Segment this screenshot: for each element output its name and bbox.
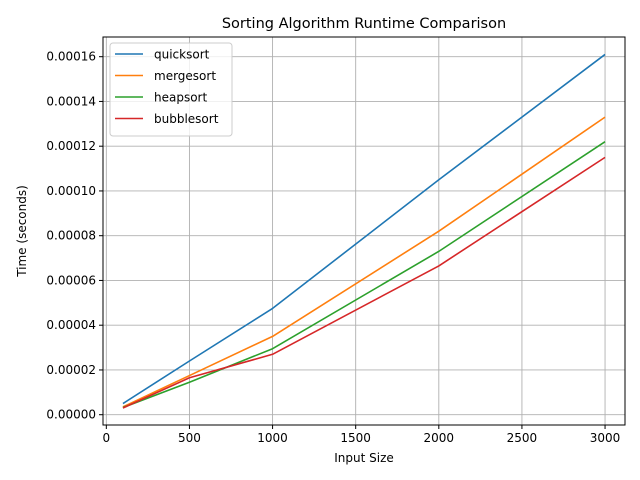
y-tick-label: 0.00004 (46, 318, 96, 332)
series-lines (122, 53, 606, 409)
legend-label-quicksort: quicksort (154, 48, 210, 62)
y-tick-label: 0.00016 (46, 50, 96, 64)
plot-frame (102, 36, 626, 426)
x-tick-label: 0 (103, 431, 111, 445)
y-tick-label: 0.00006 (46, 273, 96, 287)
legend: quicksort mergesort heapsort bubblesort (109, 42, 233, 137)
y-tick-label: 0.00000 (46, 408, 96, 422)
legend-box (109, 42, 233, 137)
y-tick-label: 0.00014 (46, 94, 96, 108)
x-tick-label: 1000 (257, 431, 288, 445)
y-tick-label: 0.00008 (46, 229, 96, 243)
y-tick-label: 0.00002 (46, 363, 96, 377)
y-tick-label: 0.00012 (46, 139, 96, 153)
x-axis-label: Input Size (334, 451, 394, 465)
x-axis-ticks: 0 500 1000 1500 2000 2500 3000 (103, 425, 621, 445)
legend-label-mergesort: mergesort (154, 69, 216, 83)
y-axis-label: Time (seconds) (15, 185, 29, 278)
series-line-heapsort (122, 141, 606, 409)
series-line-bubblesort (122, 156, 606, 409)
y-axis-ticks: 0.00000 0.00002 0.00004 0.00006 0.00008 0.000… (46, 50, 103, 422)
x-tick-label: 1500 (340, 431, 371, 445)
x-tick-label: 500 (178, 431, 201, 445)
x-tick-label: 2500 (507, 431, 538, 445)
x-tick-label: 2000 (424, 431, 455, 445)
series-line-quicksort (122, 53, 606, 405)
legend-label-heapsort: heapsort (154, 91, 207, 105)
y-tick-label: 0.00010 (46, 184, 96, 198)
chart-title: Sorting Algorithm Runtime Comparison (222, 16, 506, 32)
x-tick-label: 3000 (590, 431, 621, 445)
legend-label-bubblesort: bubblesort (154, 112, 219, 126)
series-line-mergesort (122, 116, 606, 408)
